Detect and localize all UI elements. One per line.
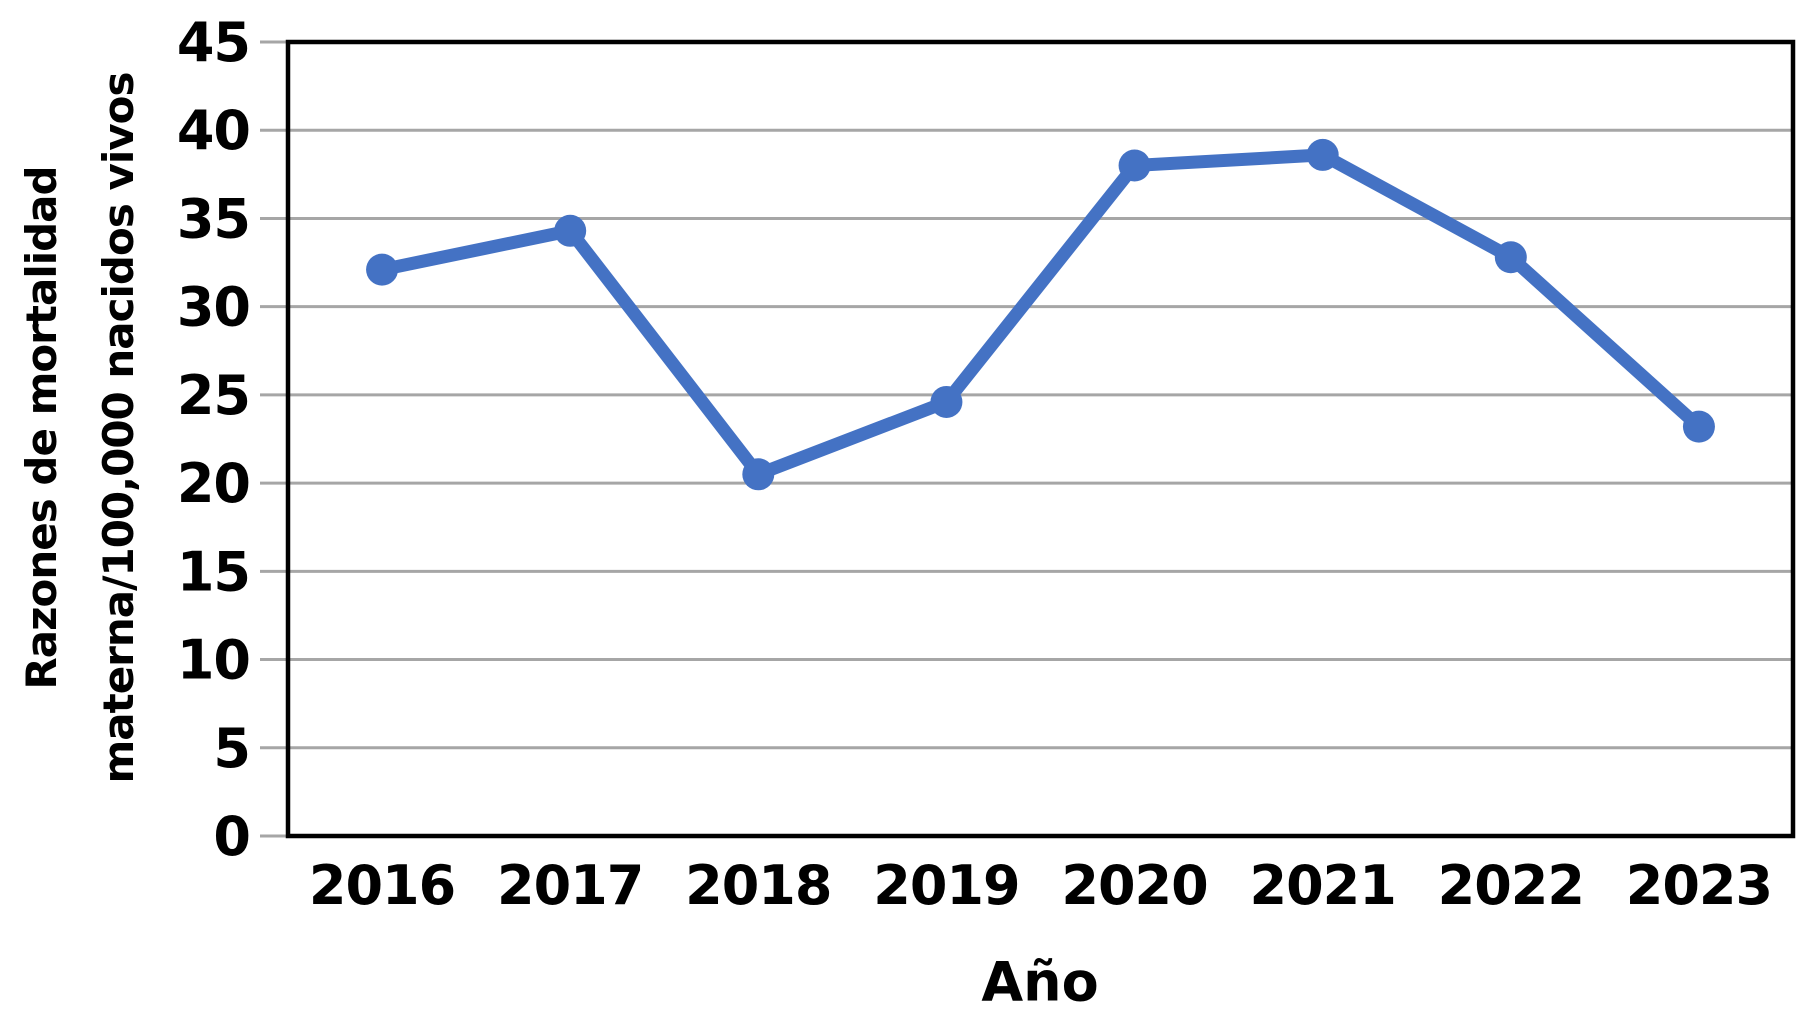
y-tick-label: 30 xyxy=(177,276,250,339)
x-tick-label: 2018 xyxy=(685,854,831,917)
y-tick-label: 0 xyxy=(213,805,250,868)
data-point xyxy=(366,253,399,286)
x-tick-label: 2023 xyxy=(1626,854,1772,917)
x-tick-label: 2016 xyxy=(309,854,455,917)
data-line xyxy=(375,148,1706,481)
x-tick-label: 2022 xyxy=(1438,854,1584,917)
data-point xyxy=(1306,138,1339,171)
x-axis-title: Año xyxy=(981,950,1099,1014)
plot-border xyxy=(285,39,1796,839)
y-tick-label: 15 xyxy=(177,540,250,603)
x-tick-label: 2021 xyxy=(1250,854,1396,917)
x-tick-label: 2020 xyxy=(1061,854,1207,917)
x-tick-label: 2017 xyxy=(497,854,643,917)
data-point xyxy=(930,385,963,418)
x-tick-label: 2019 xyxy=(873,854,1019,917)
y-tick-label: 40 xyxy=(177,99,250,162)
y-tick-label: 5 xyxy=(213,717,250,780)
data-point xyxy=(1118,149,1151,182)
data-point xyxy=(1682,410,1715,443)
data-point xyxy=(742,458,775,491)
data-point xyxy=(554,214,587,247)
y-tick-label: 20 xyxy=(177,452,250,515)
y-tick-label: 25 xyxy=(177,364,250,427)
y-tick-label: 45 xyxy=(177,11,250,74)
y-tick-label: 10 xyxy=(177,629,250,692)
data-point xyxy=(1494,241,1527,274)
y-tick-label: 35 xyxy=(177,187,250,250)
